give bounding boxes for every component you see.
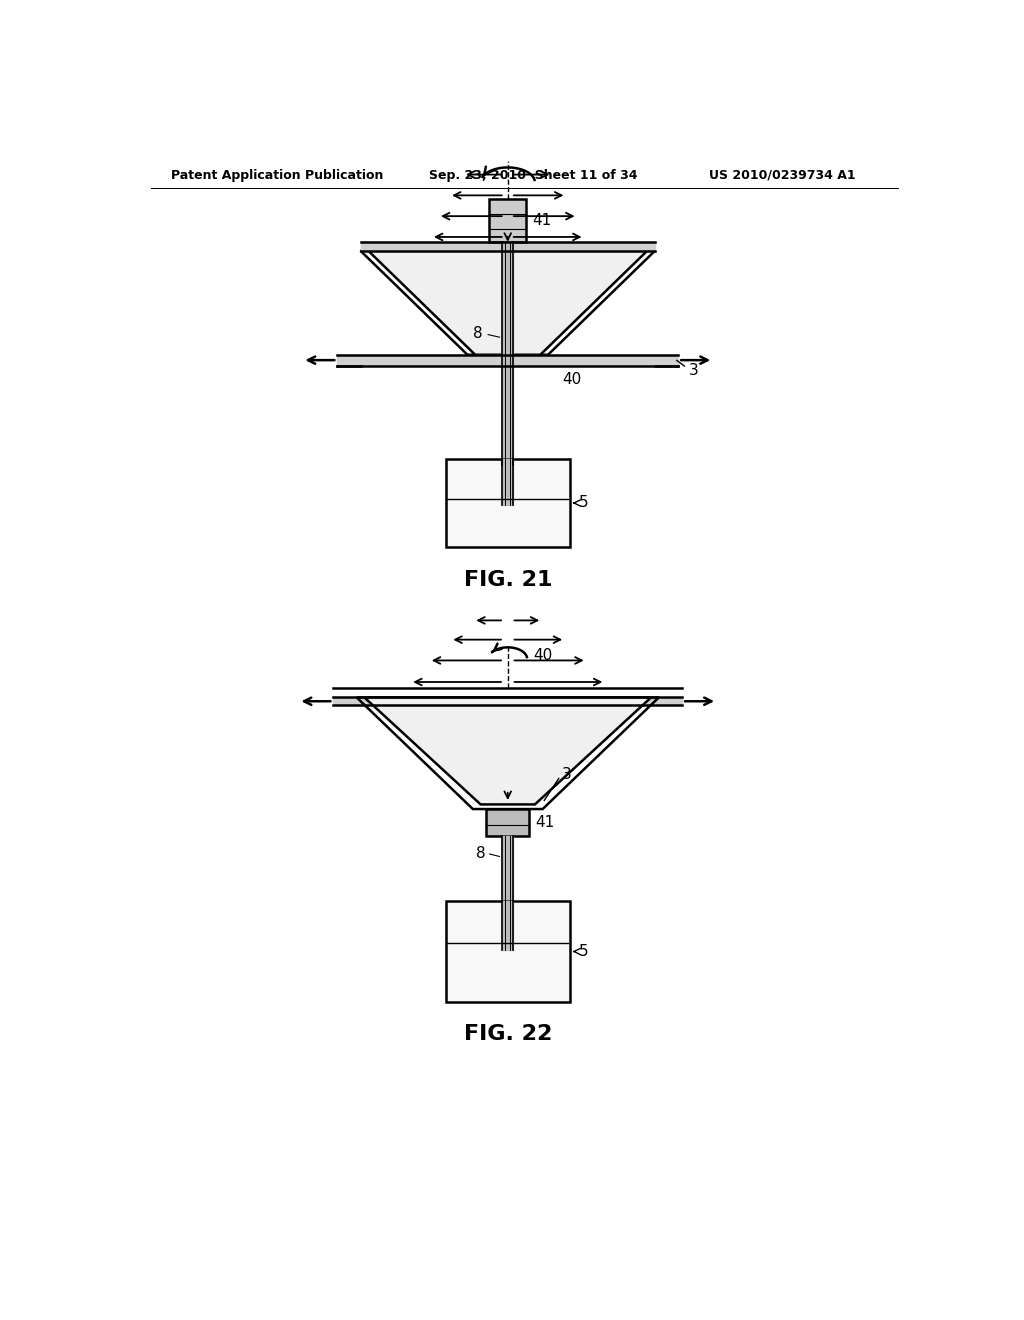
Text: Patent Application Publication: Patent Application Publication (171, 169, 383, 182)
Bar (445, 902, 569, 1002)
Bar (489, 199, 526, 242)
Polygon shape (365, 697, 651, 804)
Bar (486, 809, 529, 836)
Text: 5: 5 (579, 495, 589, 511)
Text: 41: 41 (532, 213, 552, 228)
Text: 3: 3 (562, 767, 571, 781)
Text: 40: 40 (562, 372, 582, 387)
Text: 41: 41 (536, 814, 555, 830)
Text: 8: 8 (476, 846, 485, 861)
Text: FIG. 21: FIG. 21 (464, 570, 552, 590)
Text: 5: 5 (579, 944, 589, 960)
Text: Sep. 23, 2010  Sheet 11 of 34: Sep. 23, 2010 Sheet 11 of 34 (429, 169, 637, 182)
Bar (445, 459, 569, 548)
Text: 8: 8 (473, 326, 483, 342)
Text: 40: 40 (534, 648, 553, 664)
Text: 3: 3 (688, 363, 698, 378)
Text: US 2010/0239734 A1: US 2010/0239734 A1 (710, 169, 856, 182)
Text: FIG. 22: FIG. 22 (464, 1024, 552, 1044)
Polygon shape (369, 251, 647, 355)
